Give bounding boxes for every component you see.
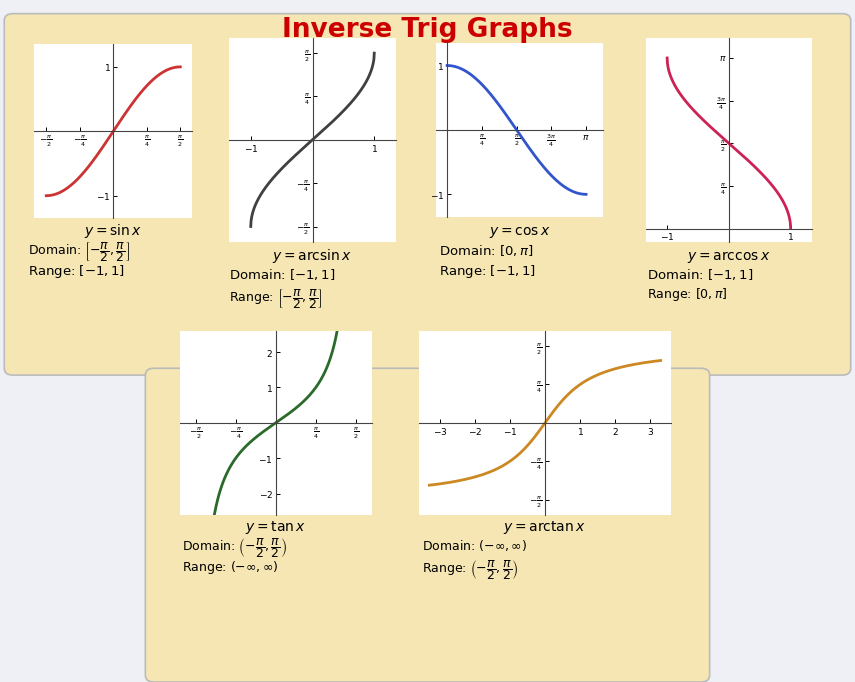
Text: Domain: $[0, \pi]$: Domain: $[0, \pi]$ <box>439 243 534 258</box>
Text: Inverse Trig Graphs: Inverse Trig Graphs <box>282 17 573 43</box>
Text: Range: $[0, \pi]$: Range: $[0, \pi]$ <box>647 286 728 303</box>
Text: $y = \arccos x$: $y = \arccos x$ <box>687 249 770 265</box>
Text: Range: $[-1, 1]$: Range: $[-1, 1]$ <box>28 263 125 280</box>
Text: $y = \sin x$: $y = \sin x$ <box>84 222 142 239</box>
Text: $y = \cos x$: $y = \cos x$ <box>489 224 551 239</box>
Text: Range: $\left(-\dfrac{\pi}{2}, \dfrac{\pi}{2}\right)$: Range: $\left(-\dfrac{\pi}{2}, \dfrac{\p… <box>422 559 518 582</box>
Text: Domain: $\left[-\dfrac{\pi}{2}, \dfrac{\pi}{2}\right]$: Domain: $\left[-\dfrac{\pi}{2}, \dfrac{\… <box>28 241 130 265</box>
Text: Range: $\left[-\dfrac{\pi}{2}, \dfrac{\pi}{2}\right]$: Range: $\left[-\dfrac{\pi}{2}, \dfrac{\p… <box>229 287 322 311</box>
Text: $y = \tan x$: $y = \tan x$ <box>245 518 306 535</box>
Text: Range: $(-\infty, \infty)$: Range: $(-\infty, \infty)$ <box>182 559 279 576</box>
Text: Domain: $[-1, 1]$: Domain: $[-1, 1]$ <box>229 267 335 282</box>
Text: Domain: $(-\infty, \infty)$: Domain: $(-\infty, \infty)$ <box>422 538 527 553</box>
Text: Domain: $\left(-\dfrac{\pi}{2}, \dfrac{\pi}{2}\right)$: Domain: $\left(-\dfrac{\pi}{2}, \dfrac{\… <box>182 536 287 560</box>
Text: $y = \arcsin x$: $y = \arcsin x$ <box>272 247 352 265</box>
Text: Domain: $[-1, 1]$: Domain: $[-1, 1]$ <box>647 267 753 282</box>
Text: Range: $[-1, 1]$: Range: $[-1, 1]$ <box>439 263 535 280</box>
Text: $y = \arctan x$: $y = \arctan x$ <box>504 518 586 535</box>
